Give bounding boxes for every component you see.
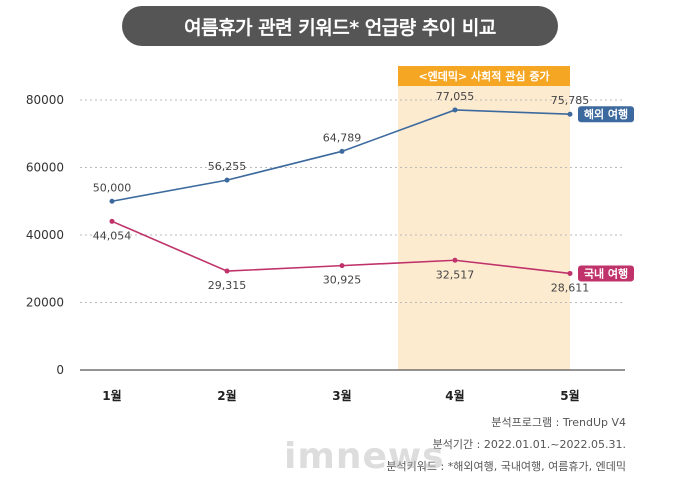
grid-lines [80, 99, 625, 371]
x-tick-label: 2월 [217, 388, 236, 403]
info-period: 분석기간 : 2022.01.01.~2022.05.31. [432, 438, 626, 451]
y-tick-label: 60000 [26, 161, 64, 175]
analysis-info: 분석프로그램 : TrendUp V4 분석기간 : 2022.01.01.~2… [386, 412, 626, 478]
x-axis-ticks: 1월 2월 3월 4월 5월 [102, 388, 579, 403]
data-point [339, 263, 345, 269]
info-program: 분석프로그램 : TrendUp V4 [491, 416, 626, 429]
series-label: 해외 여행 [584, 107, 628, 121]
highlight-label: <엔데믹> 사회적 관심 증가 [418, 69, 549, 83]
data-label: 30,925 [323, 274, 362, 287]
data-point [109, 198, 115, 204]
x-tick-label: 1월 [102, 388, 121, 403]
highlight-label-box [398, 66, 570, 86]
series-label-box [578, 106, 634, 123]
data-label: 56,255 [208, 160, 247, 173]
data-point [224, 268, 230, 274]
series-label-box [578, 265, 634, 282]
info-keywords: 분석키워드 : *해외여행, 국내여행, 여름휴가, 엔데믹 [386, 460, 626, 473]
data-point [452, 257, 458, 263]
data-label: 50,000 [93, 181, 132, 194]
data-label: 64,789 [323, 131, 362, 144]
series-label: 국내 여행 [584, 266, 628, 280]
y-tick-label: 0 [56, 363, 64, 377]
x-tick-label: 3월 [332, 388, 351, 403]
y-tick-label: 40000 [26, 228, 64, 242]
data-label: 29,315 [208, 279, 247, 292]
y-tick-label: 20000 [26, 296, 64, 310]
data-point [339, 148, 345, 154]
line-chart: <엔데믹> 사회적 관심 증가 0 20000 40000 60000 80000 1월… [26, 66, 634, 403]
y-tick-label: 80000 [26, 93, 64, 107]
chart-title: 여름휴가 관련 키워드* 언급량 추이 비교 [122, 6, 558, 46]
data-label: 32,517 [436, 268, 475, 281]
highlight-band [398, 84, 570, 370]
data-label: 77,055 [436, 90, 475, 103]
data-point [567, 270, 573, 276]
y-axis-ticks: 0 20000 40000 60000 80000 [26, 93, 64, 377]
watermark: imnews [284, 436, 445, 477]
x-tick-label: 5월 [560, 388, 579, 403]
data-label: 75,785 [551, 94, 590, 107]
data-point [109, 218, 115, 224]
data-label: 28,611 [551, 281, 590, 294]
data-point [452, 107, 458, 113]
data-point [224, 177, 230, 183]
highlight-region: <엔데믹> 사회적 관심 증가 [398, 66, 570, 370]
x-tick-label: 4월 [445, 388, 464, 403]
data-label: 44,054 [93, 229, 132, 242]
data-point [567, 111, 573, 117]
